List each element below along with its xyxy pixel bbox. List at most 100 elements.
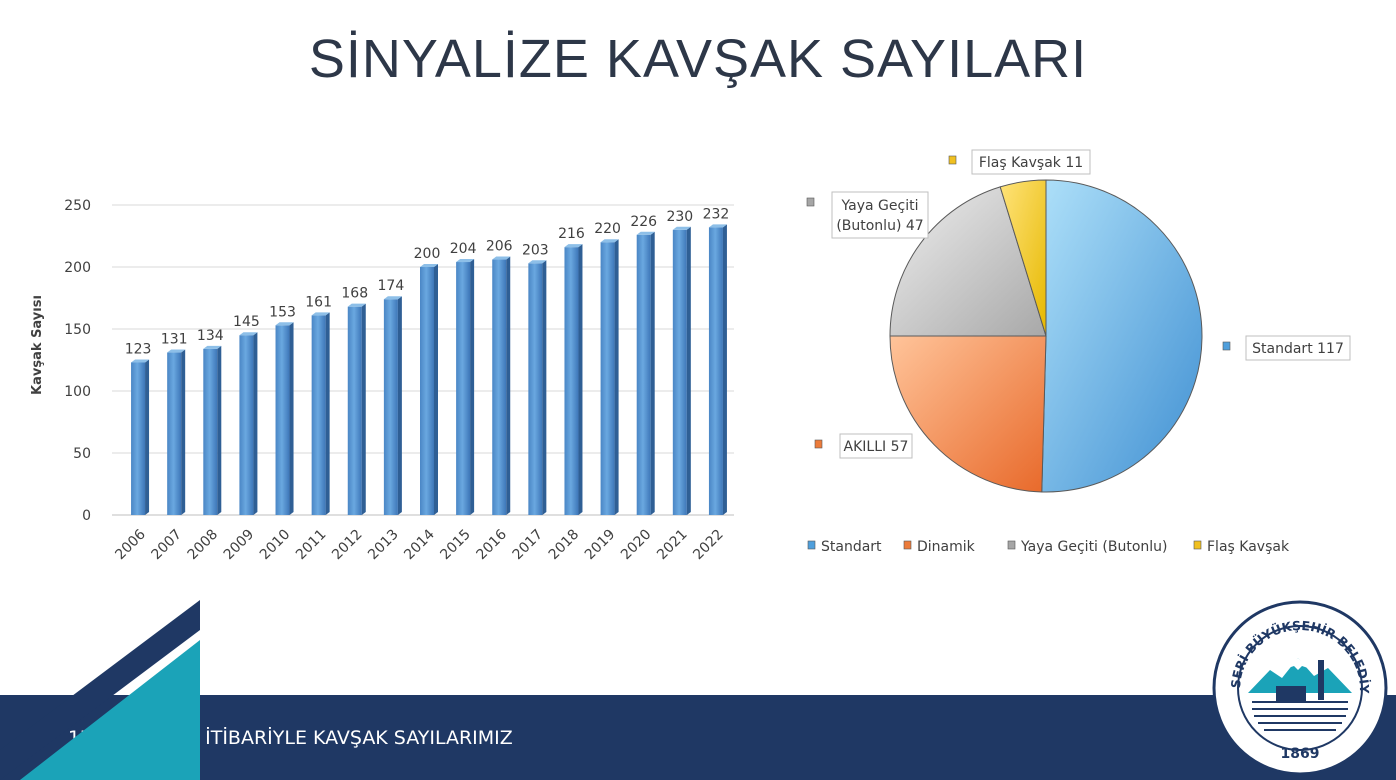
- pie-label-marker: [948, 155, 957, 165]
- y-axis-label: Kavşak Sayısı: [30, 295, 45, 395]
- pie-label-marker: [1222, 341, 1231, 351]
- pie-label-box: [971, 149, 1091, 175]
- bar-side: [434, 264, 438, 515]
- bar-value-label: 145: [233, 314, 260, 330]
- bar-top: [131, 359, 150, 363]
- bar-side: [253, 332, 258, 515]
- bar-value-label: 161: [305, 294, 332, 310]
- bar-value-label: 232: [703, 206, 730, 222]
- bar-top: [672, 226, 691, 230]
- bar-top: [167, 349, 186, 353]
- bar-front: [131, 362, 146, 515]
- bar-top: [636, 231, 655, 235]
- bar-front: [239, 335, 254, 515]
- footer-bar: [0, 695, 1396, 780]
- bar-front: [275, 325, 290, 515]
- pie-label-marker: [806, 197, 815, 207]
- bar-value-label: 131: [161, 332, 188, 348]
- y-tick-label: 200: [64, 260, 91, 276]
- bar-front: [347, 306, 362, 515]
- bar-2017: [528, 260, 547, 515]
- bar-2009: [239, 332, 258, 515]
- bar-front: [672, 229, 687, 516]
- pie-slice: [999, 179, 1047, 337]
- pie-label-text: Yaya Geçiti (Butonlu) 47: [836, 198, 923, 234]
- bar-2011: [311, 312, 330, 515]
- legend-label: Flaş Kavşak: [1207, 539, 1290, 555]
- bar-2013: [383, 296, 402, 515]
- bar-front: [708, 227, 723, 515]
- bar-value-label: 216: [558, 226, 585, 242]
- bar-top: [564, 244, 583, 248]
- logo-year: 1869: [1281, 746, 1320, 762]
- bar-front: [203, 348, 218, 515]
- bar-2010: [275, 322, 294, 515]
- bar-side: [506, 256, 511, 515]
- bar-side: [470, 259, 475, 515]
- legend-item: Flaş Kavşak: [1193, 539, 1290, 555]
- bar-front: [456, 262, 471, 515]
- pie-label-text: Flaş Kavşak 11: [979, 155, 1083, 171]
- bar-2007: [167, 349, 186, 515]
- bar-side: [325, 312, 330, 515]
- bar-front: [167, 352, 182, 515]
- bar-side: [397, 296, 402, 515]
- bar-value-label: 230: [666, 209, 693, 225]
- pie-data-label: Yaya Geçiti (Butonlu) 47: [806, 191, 929, 239]
- bar-front: [564, 247, 579, 515]
- bar-value-label: 123: [125, 341, 152, 357]
- pie-label-box: [839, 433, 913, 459]
- bar-side: [181, 349, 186, 515]
- legend-item: Standart: [807, 539, 882, 555]
- y-tick-label: 50: [73, 446, 91, 462]
- bar-2008: [203, 345, 222, 515]
- pie-label-line: (Butonlu) 47: [836, 218, 923, 234]
- bar-top: [420, 264, 438, 267]
- bar-top: [528, 260, 547, 264]
- pie-data-label: Standart 117: [1222, 335, 1351, 361]
- bar-top: [456, 259, 475, 263]
- bar-side: [361, 303, 366, 515]
- bar-front: [383, 299, 398, 515]
- municipality-logo: KAYSERİ BÜYÜKŞEHİR BELEDİYESİ 1869: [1210, 598, 1388, 776]
- y-tick-label: 150: [64, 322, 91, 338]
- pie-label-box: [831, 191, 929, 239]
- bar-side: [578, 244, 583, 515]
- legend-item: Dinamik: [903, 539, 976, 555]
- legend-item: Yaya Geçiti (Butonlu): [1007, 539, 1168, 555]
- pie-label-text: Standart 117: [1252, 341, 1344, 357]
- bar-value-label: 200: [414, 246, 441, 262]
- bar-front: [492, 259, 507, 515]
- legend-swatch: [807, 540, 816, 550]
- y-tick-label: 100: [64, 384, 91, 400]
- bar-value-label: 206: [486, 239, 513, 255]
- bar-2006: [131, 359, 150, 515]
- pie-slice: [889, 335, 1047, 493]
- bar-top: [492, 256, 511, 260]
- bar-2014: [420, 264, 438, 515]
- legend-swatch: [1193, 540, 1202, 550]
- bar-value-label: 134: [197, 328, 224, 344]
- bar-2022: [708, 224, 727, 515]
- legend-swatch: [903, 540, 912, 550]
- bar-side: [289, 322, 294, 515]
- bar-front: [420, 267, 434, 515]
- bar-side: [217, 345, 222, 515]
- pie-label-text: AKILLI 57: [844, 439, 909, 455]
- legend-swatch: [1007, 540, 1016, 550]
- bar-2018: [564, 244, 583, 515]
- page-title: SİNYALİZE KAVŞAK SAYILARI: [308, 29, 1088, 89]
- bar-value-label: 168: [341, 286, 368, 302]
- bar-top: [708, 224, 727, 228]
- legend-label: Dinamik: [917, 539, 976, 555]
- pie-slice: [889, 186, 1047, 337]
- y-tick-label: 250: [64, 198, 91, 214]
- pie-data-label: AKILLI 57: [814, 433, 913, 459]
- bar-side: [686, 226, 691, 516]
- pie-slice: [1041, 179, 1203, 493]
- bar-top: [347, 303, 366, 307]
- bar-top: [600, 239, 619, 243]
- pie-label-line: Yaya Geçiti: [841, 198, 919, 214]
- pie-label-box: [1245, 335, 1351, 361]
- bar-front: [636, 234, 651, 515]
